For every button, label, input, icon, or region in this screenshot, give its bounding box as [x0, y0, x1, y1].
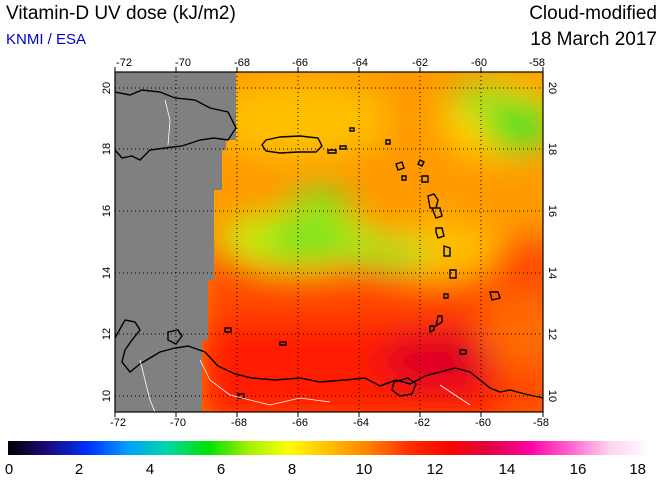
lat-label: 14	[546, 267, 558, 279]
lat-labels-left: 10 12 14 16 18 20	[101, 82, 113, 402]
south-america-coast	[115, 319, 543, 399]
colorbar-tick-label: 10	[356, 461, 373, 478]
lat-label: 20	[546, 82, 558, 94]
lat-label: 18	[101, 143, 113, 155]
lon-label: -64	[352, 57, 368, 69]
lon-label: -62	[412, 57, 428, 69]
lon-label: -66	[292, 417, 308, 429]
lon-label: -58	[533, 417, 549, 429]
lon-label: -70	[170, 417, 186, 429]
lon-label: -64	[353, 417, 369, 429]
colorbar-tick-label: 4	[146, 461, 154, 478]
lon-label: -68	[231, 417, 247, 429]
lon-label: -66	[292, 57, 308, 69]
mode-label: Cloud-modified	[529, 3, 657, 24]
date-label: 18 March 2017	[530, 29, 657, 50]
map-frame	[114, 71, 544, 413]
colorbar-tick-label: 12	[427, 461, 444, 478]
lat-label: 10	[101, 390, 113, 402]
axis-ticks	[114, 67, 544, 417]
lesser-antilles-coast	[385, 139, 501, 355]
credit-label: KNMI / ESA	[6, 31, 87, 48]
colorbar-tick-label: 8	[288, 461, 296, 478]
lat-label: 12	[546, 328, 558, 340]
colorbar-tick-label: 2	[75, 461, 83, 478]
lon-label: -68	[234, 57, 250, 69]
no-data-region	[115, 72, 236, 412]
colorbar-tick-label: 18	[629, 461, 646, 478]
lon-label: -70	[175, 57, 191, 69]
colorbar-tick-label: 14	[499, 461, 516, 478]
grid-lines	[115, 72, 543, 412]
lon-label: -72	[116, 57, 132, 69]
colorbar-tick-label: 16	[570, 461, 587, 478]
colorbar-tick-label: 6	[217, 461, 225, 478]
hispaniola-coast	[115, 89, 237, 161]
lat-label: 14	[101, 267, 113, 279]
lat-label: 20	[101, 82, 113, 94]
colorbar-tick-label: 0	[5, 461, 13, 478]
borders	[139, 99, 471, 412]
lon-labels-top: -72 -70 -68 -66 -64 -62 -60 -58	[116, 57, 545, 69]
colorbar	[8, 441, 649, 455]
lat-label: 16	[101, 205, 113, 217]
lat-label: 12	[101, 328, 113, 340]
lon-label: -58	[529, 57, 545, 69]
trinidad-coast	[391, 377, 417, 397]
lon-label: -72	[110, 417, 126, 429]
map-title: Vitamin-D UV dose (kJ/m2)	[6, 3, 236, 24]
lon-label: -62	[414, 417, 430, 429]
lon-labels-bottom: -72 -70 -68 -66 -64 -62 -60 -58	[110, 417, 549, 429]
lat-label: 18	[546, 143, 558, 155]
colorbar-labels: 0 2 4 6 8 10 12 14 16 18	[5, 461, 646, 478]
puerto-rico-coast	[261, 135, 323, 154]
lat-label: 10	[546, 390, 558, 402]
coastlines	[115, 89, 543, 399]
lat-label: 16	[546, 205, 558, 217]
uv-field	[115, 72, 543, 412]
lon-label: -60	[471, 57, 487, 69]
lat-labels-right: 10 12 14 16 18 20	[546, 82, 558, 402]
lon-label: -60	[475, 417, 491, 429]
